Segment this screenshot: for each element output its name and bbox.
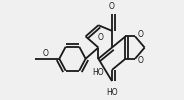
Text: HO: HO <box>106 88 118 97</box>
Text: O: O <box>109 2 115 11</box>
Text: HO: HO <box>93 68 104 77</box>
Text: O: O <box>42 49 48 58</box>
Text: O: O <box>98 34 104 42</box>
Text: O: O <box>138 56 144 65</box>
Text: O: O <box>138 30 144 38</box>
